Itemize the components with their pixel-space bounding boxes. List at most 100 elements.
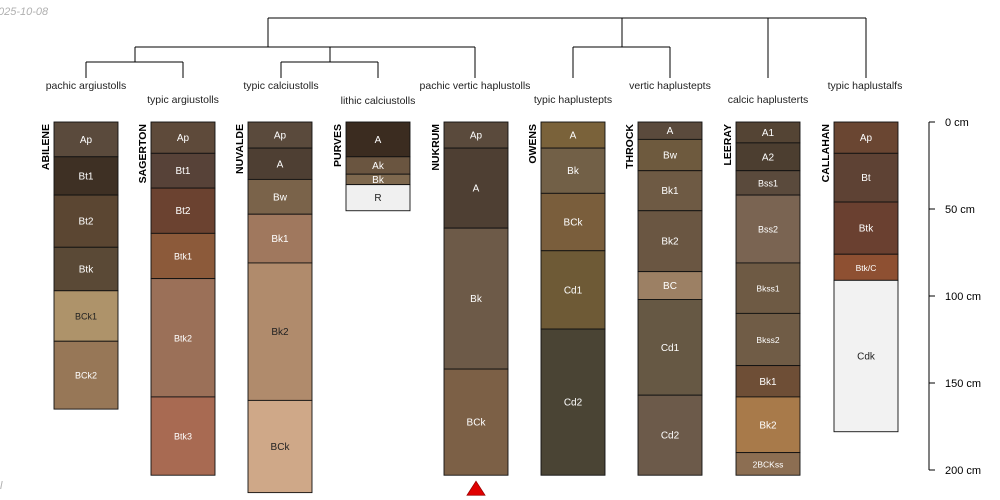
profile-leeray: calcic haplusterts LEERAY A1 A2 Bss1 Bss2 Bkss… xyxy=(722,94,809,476)
profile-name: ABILENE xyxy=(40,124,52,170)
horizon-label: R xyxy=(374,193,381,204)
horizon-label: Bk1 xyxy=(759,377,777,388)
horizon-label: Ap xyxy=(860,133,873,144)
horizon-label: A xyxy=(375,135,382,146)
taxon-label: typic haplustalfs xyxy=(828,80,903,92)
horizon-bk xyxy=(443,227,509,370)
depth-tick-label: 150 cm xyxy=(945,378,981,390)
horizon-label: BCk1 xyxy=(75,312,97,322)
horizon-bt2 xyxy=(53,194,119,248)
horizon-label: Cd2 xyxy=(661,431,680,442)
horizon-label: Btk xyxy=(859,224,874,235)
horizon-btk2 xyxy=(150,278,216,398)
horizon-bt1 xyxy=(150,152,216,189)
horizon-label: Bk xyxy=(470,294,483,305)
horizon-label: Ap xyxy=(80,135,93,146)
horizon-label: Btk/C xyxy=(856,263,877,273)
horizon-label: A xyxy=(277,159,284,170)
horizon-a xyxy=(247,147,313,180)
taxon-label: pachic vertic haplustolls xyxy=(420,80,531,92)
horizon-ap xyxy=(443,121,509,149)
horizon-bk1 xyxy=(247,213,313,264)
horizon-label: Bk2 xyxy=(271,327,289,338)
taxon-label: pachic argiustolls xyxy=(46,80,127,92)
horizon-ap xyxy=(150,121,216,154)
horizon-label: Bk xyxy=(567,166,580,177)
horizon-bt2 xyxy=(150,187,216,234)
dendrogram xyxy=(85,17,867,78)
horizon-bss2 xyxy=(735,194,801,264)
horizon-bck xyxy=(540,192,606,252)
profile-name: NUVALDE xyxy=(234,124,246,174)
horizon-bw xyxy=(247,178,313,215)
horizon-bk2 xyxy=(637,210,703,273)
horizon-bk2 xyxy=(247,262,313,401)
horizon-label: Btk xyxy=(79,265,94,276)
horizon-label: Ak xyxy=(372,161,385,172)
horizon-label: Bss1 xyxy=(758,178,778,188)
horizon-label: 2BCKss xyxy=(753,459,784,469)
horizon-2bckss xyxy=(735,452,801,476)
horizon-btk3 xyxy=(150,396,216,476)
horizon-label: Bt2 xyxy=(175,206,190,217)
horizon-a xyxy=(540,121,606,149)
horizon-ap xyxy=(53,121,119,158)
horizon-bkss1 xyxy=(735,262,801,314)
horizon-label: Bt xyxy=(861,173,871,184)
taxon-label: lithic calciustolls xyxy=(341,95,416,107)
taxon-label: calcic haplusterts xyxy=(728,94,809,106)
taxon-label: typic argiustolls xyxy=(147,94,219,106)
horizon-cdk xyxy=(833,279,899,433)
marker-triangle xyxy=(466,480,486,496)
horizon-bck xyxy=(247,399,313,494)
horizon-label: BC xyxy=(663,281,677,292)
horizon-label: Bss2 xyxy=(758,225,778,235)
profile-nukrum: pachic vertic haplustolls NUKRUM Ap A Bk BCk xyxy=(420,80,531,496)
profile-name: PURVES xyxy=(332,124,344,167)
horizon-label: BCk xyxy=(467,418,487,429)
horizon-label: BCk xyxy=(564,218,584,229)
profile-name: CALLAHAN xyxy=(820,124,832,182)
horizon-label: A xyxy=(570,131,577,142)
horizon-bck1 xyxy=(53,290,119,342)
profile-throck: vertic haplustepts THROCK A Bw Bk1 Bk2 BC Cd1 Cd… xyxy=(624,80,711,476)
horizon-cd2 xyxy=(637,394,703,476)
horizon-bt xyxy=(833,152,899,203)
horizon-cd2 xyxy=(540,328,606,476)
profile-abilene: pachic argiustolls ABILENE Ap Bt1 Bt2 Btk BCk1… xyxy=(40,80,127,410)
horizon-label: Bt1 xyxy=(78,171,93,182)
profile-name: THROCK xyxy=(624,124,636,169)
profile-nuvalde: typic calciustolls NUVALDE Ap A Bw Bk1 Bk2 BCk xyxy=(234,80,319,494)
horizon-cd1 xyxy=(637,299,703,396)
horizon-label: Bk xyxy=(372,175,385,186)
profile-callahan: typic haplustalfs CALLAHAN Ap Bt Btk Btk/C Cdk xyxy=(820,80,903,433)
profile-name: LEERAY xyxy=(722,124,734,166)
horizon-btk xyxy=(53,246,119,292)
profile-purves: lithic calciustolls PURVES A Ak Bk R xyxy=(332,95,416,212)
depth-tick-label: 0 cm xyxy=(945,117,969,129)
horizon-label: Bw xyxy=(273,192,288,203)
horizon-label: Bw xyxy=(663,151,678,162)
taxon-label: typic calciustolls xyxy=(243,80,318,92)
horizon-label: Bt2 xyxy=(78,217,93,228)
horizon-label: Cdk xyxy=(857,352,876,363)
horizon-bk2 xyxy=(735,396,801,454)
horizon-label: Cd1 xyxy=(564,285,583,296)
horizon-label: Cd2 xyxy=(564,398,583,409)
depth-tick-label: 100 cm xyxy=(945,291,981,303)
horizon-bck xyxy=(443,368,509,476)
horizon-ap xyxy=(247,121,313,149)
horizon-label: Ap xyxy=(177,133,190,144)
horizon-label: Bk1 xyxy=(661,186,679,197)
profile-name: OWENS xyxy=(527,124,539,164)
horizon-btk xyxy=(833,201,899,255)
horizon-label: Btk2 xyxy=(174,333,192,343)
profile-sagerton: typic argiustolls SAGERTON Ap Bt1 Bt2 Btk1 Btk… xyxy=(137,94,219,476)
horizon-bk1 xyxy=(735,365,801,398)
profile-name: NUKRUM xyxy=(430,124,442,171)
horizon-label: Bkss2 xyxy=(756,335,779,345)
horizon-label: Btk3 xyxy=(174,432,192,442)
horizon-bss1 xyxy=(735,170,801,196)
depth-axis: 0 cm 50 cm 100 cm 150 cm 200 cm xyxy=(928,117,981,477)
